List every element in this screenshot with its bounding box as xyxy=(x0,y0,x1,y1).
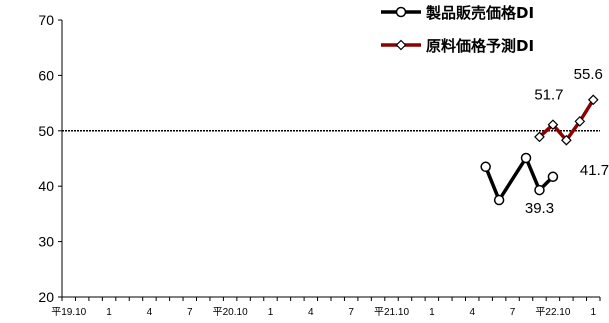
data-point-diamond xyxy=(547,119,559,131)
series-group xyxy=(480,94,599,206)
x-tick-label: 7 xyxy=(187,307,193,318)
axes: 20 30 40 50 60 70 平19.10 1 4 7 平20.10 1 4 7 平21.10 1 4 7 平… xyxy=(38,12,601,318)
data-point-diamond xyxy=(561,134,572,146)
x-tick-label: 4 xyxy=(147,307,153,318)
data-point-circle xyxy=(493,194,505,206)
y-tick-label: 60 xyxy=(38,67,54,83)
legend-marker-diamond xyxy=(395,39,407,51)
data-label: 55.6 xyxy=(574,66,603,83)
data-label: 51.7 xyxy=(534,86,563,103)
data-point-diamond xyxy=(587,94,599,106)
x-tick-label: 1 xyxy=(429,307,435,318)
data-point-circle xyxy=(480,161,491,173)
data-point-circle xyxy=(547,171,559,183)
legend-marker-circle xyxy=(395,6,407,18)
series-line-material-forecast xyxy=(538,98,595,142)
data-point-diamond xyxy=(574,116,586,127)
y-tick-label: 30 xyxy=(38,234,54,250)
legend: 製品販売価格DI 原料価格予測DI xyxy=(381,4,534,55)
y-tick-label: 20 xyxy=(38,289,54,305)
y-tick-label: 50 xyxy=(38,123,54,139)
data-point-diamond xyxy=(534,131,545,143)
y-tick-label: 40 xyxy=(38,178,54,194)
data-point-circle xyxy=(534,184,545,196)
x-tick-label: 平21.10 xyxy=(374,307,409,318)
x-tick-label: 1 xyxy=(106,307,112,318)
x-tick-label: 平22.10 xyxy=(535,307,570,318)
x-tick-label: 4 xyxy=(308,307,314,318)
legend-label: 原料価格予測DI xyxy=(426,37,534,55)
x-tick-label: 7 xyxy=(510,307,516,318)
data-labels: 39.3 41.7 51.7 55.6 xyxy=(525,66,609,217)
x-tick-label: 平19.10 xyxy=(51,307,86,318)
data-label: 39.3 xyxy=(525,200,554,217)
x-tick-label: 平20.10 xyxy=(213,307,248,318)
x-tick-label: 1 xyxy=(590,307,596,318)
x-tick-label: 4 xyxy=(469,307,475,318)
y-tick-label: 70 xyxy=(38,12,54,28)
legend-label: 製品販売価格DI xyxy=(425,4,534,22)
x-tick-label: 7 xyxy=(348,307,354,318)
data-point-circle xyxy=(520,152,532,164)
data-label: 41.7 xyxy=(580,162,609,179)
x-tick-label: 1 xyxy=(268,307,274,318)
